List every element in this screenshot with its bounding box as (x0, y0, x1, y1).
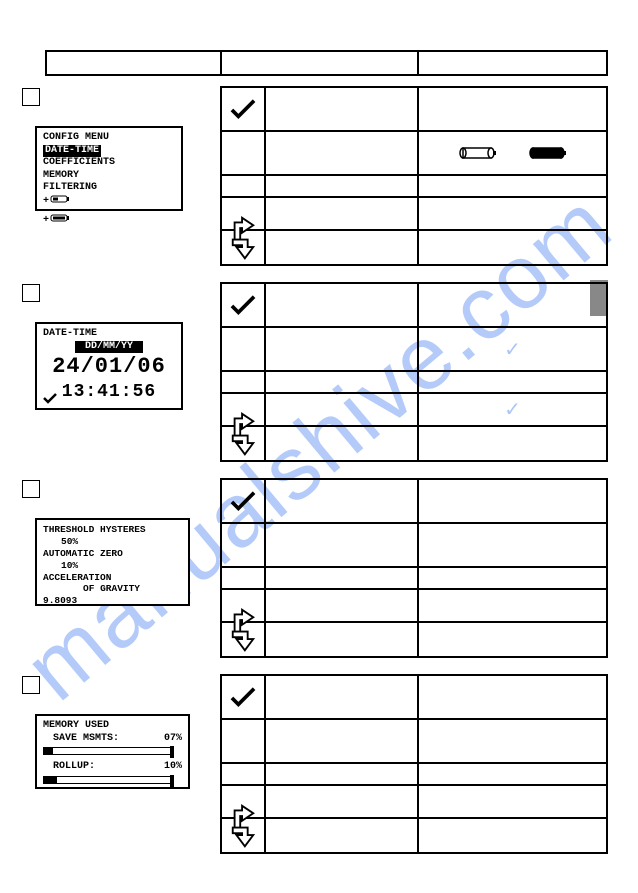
section-config-menu: CONFIG MENU DATE-TIME COEFFICIENTS MEMOR… (20, 86, 608, 266)
battery-icons: + + (43, 195, 175, 227)
check-icon (222, 284, 266, 326)
time-value: 13:41:56 (43, 381, 175, 404)
battery-empty-icon (458, 143, 498, 163)
rollup-label: ROLLUP: (53, 761, 95, 774)
action-grid: ✓ ✓ (220, 282, 608, 462)
svg-text:+: + (43, 215, 49, 224)
save-msmts-label: SAVE MSMTS: (53, 733, 119, 746)
lcd-title: CONFIG MENU (43, 132, 175, 145)
section-memory: MEMORY USED SAVE MSMTS: 07% ROLLUP: 10% (20, 674, 608, 854)
step-checkbox[interactable] (22, 284, 40, 302)
date-value: 24/01/06 (43, 353, 175, 381)
gravity-value: 9.8093 (43, 595, 182, 607)
check-icon (43, 392, 57, 404)
date-format: DD/MM/YY (75, 341, 143, 354)
header-col-2 (222, 52, 419, 74)
check-mark-icon: ✓ (504, 397, 521, 422)
check-icon (222, 88, 266, 130)
battery-diagram: ✓ (419, 132, 606, 174)
lcd-config-menu: CONFIG MENU DATE-TIME COEFFICIENTS MEMOR… (35, 126, 183, 211)
check-mark-icon: ✓ (504, 0, 521, 5)
check-icon (222, 676, 266, 718)
arrow-right-icon (222, 786, 266, 817)
progress-bar (43, 747, 173, 755)
menu-item-date-time: DATE-TIME (43, 145, 101, 158)
arrow-right-icon (222, 198, 266, 229)
gravity-label: ACCELERATION (43, 572, 182, 584)
lcd-coefficients: THRESHOLD HYSTERES 50% AUTOMATIC ZERO 10… (35, 518, 190, 606)
section-date-time: DATE-TIME DD/MM/YY 24/01/06 13:41:56 ✓ (20, 282, 608, 462)
arrow-down-icon (222, 427, 266, 460)
autozero-value: 10% (43, 560, 182, 572)
arrow-down-icon (222, 231, 266, 264)
memory-title: MEMORY USED (43, 720, 182, 733)
top-header-bar (45, 50, 608, 76)
page-content: CONFIG MENU DATE-TIME COEFFICIENTS MEMOR… (0, 0, 638, 890)
action-grid: ✓ (220, 86, 608, 266)
step-checkbox[interactable] (22, 88, 40, 106)
lcd-title: DATE-TIME (43, 328, 175, 341)
threshold-value: 50% (43, 536, 182, 548)
check-icon (222, 480, 266, 522)
menu-item-coefficients: COEFFICIENTS (43, 157, 175, 170)
arrow-down-icon (222, 623, 266, 656)
rollup-value: 10% (164, 761, 182, 774)
arrow-right-icon (222, 590, 266, 621)
battery-full-icon (528, 143, 568, 163)
progress-bar (43, 776, 173, 784)
autozero-label: AUTOMATIC ZERO (43, 548, 182, 560)
header-col-1 (47, 52, 222, 74)
step-checkbox[interactable] (22, 676, 40, 694)
menu-item-filtering: FILTERING (43, 182, 175, 195)
step-checkbox[interactable] (22, 480, 40, 498)
threshold-label: THRESHOLD HYSTERES (43, 524, 182, 536)
header-col-3 (419, 52, 606, 74)
svg-text:+: + (43, 196, 49, 207)
save-msmts-value: 07% (164, 733, 182, 746)
check-mark-icon: ✓ (504, 337, 521, 362)
lcd-memory: MEMORY USED SAVE MSMTS: 07% ROLLUP: 10% (35, 714, 190, 789)
menu-item-memory: MEMORY (43, 170, 175, 183)
arrow-right-icon (222, 394, 266, 425)
arrow-down-icon (222, 819, 266, 852)
section-coefficients: THRESHOLD HYSTERES 50% AUTOMATIC ZERO 10… (20, 478, 608, 658)
lcd-date-time: DATE-TIME DD/MM/YY 24/01/06 13:41:56 (35, 322, 183, 410)
gravity-label-2: OF GRAVITY (43, 583, 182, 595)
action-grid (220, 674, 608, 854)
action-grid (220, 478, 608, 658)
